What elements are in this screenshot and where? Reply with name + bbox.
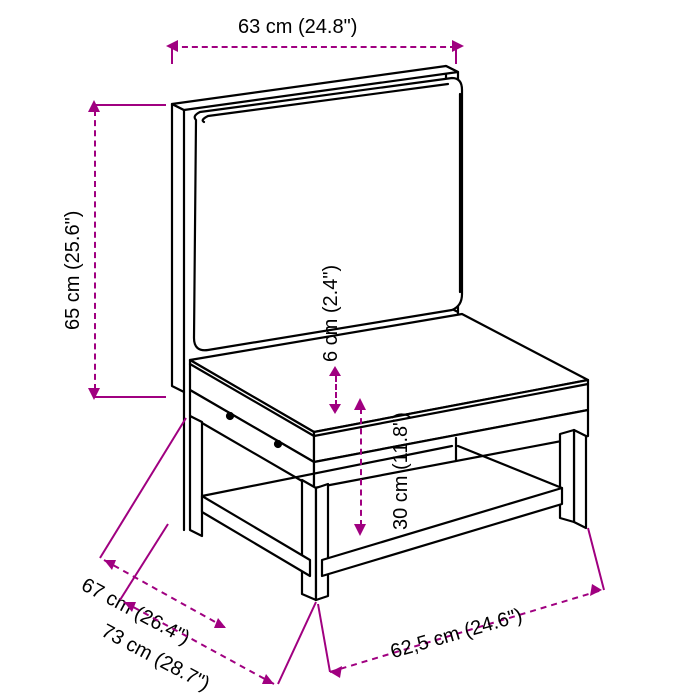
ext — [94, 396, 166, 398]
dim-line — [360, 408, 362, 526]
arrow-down — [329, 404, 341, 414]
dim-label-top: 63 cm (24.8") — [238, 16, 357, 39]
arrow-up — [354, 398, 366, 410]
chair-svg — [160, 60, 590, 600]
dim-line — [335, 376, 337, 406]
dim-label-base: 30 cm (11.8") — [390, 412, 413, 530]
dim-line — [94, 110, 96, 390]
dim-label-cushion: 6 cm (2.4") — [320, 265, 343, 362]
dim-label-front-width: 62,5 cm (24.6") — [388, 605, 525, 665]
ext — [455, 46, 457, 64]
arrow-up — [88, 100, 100, 112]
arrow-down — [354, 524, 366, 536]
arrow-right — [452, 40, 464, 52]
chair-illustration — [160, 60, 590, 600]
dim-line — [172, 46, 456, 48]
dim-label-left: 65 cm (25.6") — [62, 211, 85, 330]
arrow-down — [88, 388, 100, 400]
ext — [94, 104, 166, 106]
diagram-canvas: 63 cm (24.8") 65 cm (25.6") 6 cm (2.4") … — [0, 0, 700, 700]
ext — [171, 46, 173, 64]
arrow-up — [329, 366, 341, 376]
